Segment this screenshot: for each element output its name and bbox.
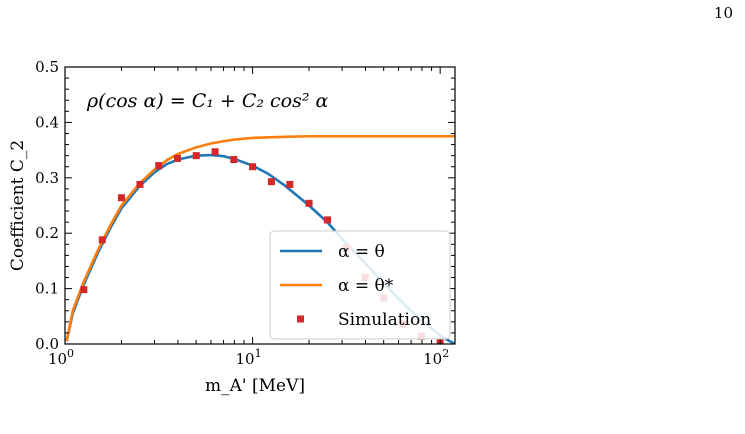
- legend-swatch-2: [297, 315, 304, 323]
- data-point: [211, 148, 219, 156]
- y-tick-label: 0.5: [35, 58, 59, 76]
- y-axis-title: Coefficient C_2: [8, 140, 28, 271]
- data-point: [286, 180, 294, 188]
- data-point: [324, 216, 332, 224]
- y-tick-label: 0.2: [35, 224, 59, 242]
- y-tick-label: 0.1: [35, 280, 59, 298]
- data-point: [98, 236, 106, 244]
- x-axis-title: m_A' [MeV]: [205, 376, 305, 396]
- y-tick-label: 0.3: [35, 169, 59, 187]
- data-point: [305, 199, 313, 207]
- legend-label-0: α = θ: [338, 242, 385, 262]
- formula-annotation: ρ(cos α) = C₁ + C₂ cos² α: [86, 90, 329, 112]
- data-point: [117, 194, 125, 202]
- y-tick-label: 0.4: [35, 113, 59, 131]
- page-number: 10: [713, 4, 733, 22]
- data-point: [80, 286, 88, 294]
- plot-frame: [64, 66, 456, 345]
- data-point: [230, 156, 238, 164]
- y-tick-label: 0.0: [35, 335, 59, 353]
- data-point: [174, 154, 182, 162]
- data-point: [249, 163, 257, 171]
- data-point: [267, 178, 275, 186]
- series-line-1: [65, 134, 455, 342]
- x-tick-label: 101: [236, 347, 262, 368]
- x-tick-label: 102: [423, 347, 449, 368]
- x-tick-label: 100: [48, 347, 74, 368]
- data-point: [136, 180, 144, 188]
- data-point: [155, 162, 163, 170]
- legend-box: [269, 230, 451, 340]
- data-point: [192, 152, 200, 160]
- legend-label-2: Simulation: [338, 310, 431, 330]
- legend-label-1: α = θ*: [338, 276, 394, 296]
